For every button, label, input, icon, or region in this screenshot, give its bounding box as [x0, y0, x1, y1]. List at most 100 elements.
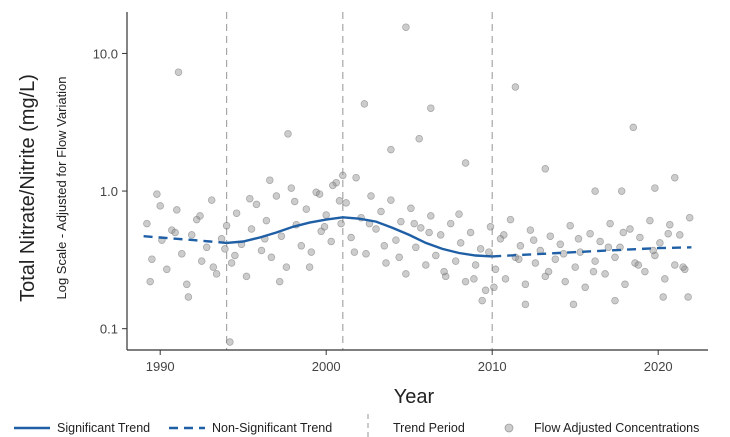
- data-point: [148, 255, 156, 263]
- data-point: [227, 259, 236, 267]
- data-point: [455, 210, 463, 218]
- data-point: [392, 236, 400, 244]
- data-point: [491, 265, 500, 274]
- data-point: [551, 255, 560, 263]
- non-significant-trend-line: [492, 246, 692, 258]
- data-point: [531, 259, 540, 267]
- data-point: [247, 225, 256, 233]
- data-point: [606, 219, 614, 228]
- data-point: [377, 207, 385, 216]
- data-point: [427, 212, 435, 220]
- data-point: [427, 104, 435, 112]
- y-axis-subtitle: Log Scale - Adjusted for Flow Variation: [54, 76, 69, 299]
- x-tick-label: 2000: [312, 359, 341, 374]
- data-point: [651, 184, 659, 192]
- data-point: [684, 293, 692, 301]
- x-axis-title: Year: [394, 386, 435, 408]
- data-point: [556, 240, 565, 249]
- y-tick-label: 10.0: [93, 46, 118, 61]
- data-point: [506, 215, 515, 224]
- data-point: [659, 293, 667, 301]
- x-tick-label: 2010: [478, 359, 507, 374]
- data-point: [146, 277, 154, 286]
- data-point: [649, 246, 657, 255]
- data-point: [272, 192, 281, 200]
- data-point: [422, 261, 430, 269]
- data-point: [246, 194, 254, 203]
- data-point: [646, 216, 654, 225]
- data-point: [581, 283, 589, 292]
- data-point: [544, 267, 553, 276]
- data-point: [671, 173, 679, 182]
- non-significant-trend-line: [143, 235, 227, 245]
- data-point: [481, 286, 490, 295]
- data-point: [337, 219, 345, 228]
- data-point: [617, 187, 626, 195]
- data-point: [541, 165, 550, 173]
- data-point: [664, 229, 672, 238]
- data-point: [262, 216, 271, 225]
- data-point: [335, 197, 344, 205]
- data-point: [382, 259, 390, 267]
- data-point: [329, 181, 337, 190]
- data-point: [641, 267, 649, 276]
- data-point: [174, 68, 183, 76]
- data-point: [604, 243, 613, 252]
- data-point: [436, 231, 445, 239]
- data-point: [266, 176, 274, 184]
- data-point: [171, 228, 179, 237]
- data-point: [387, 196, 395, 204]
- data-point: [676, 231, 684, 239]
- data-point: [320, 223, 329, 231]
- data-point: [360, 100, 369, 108]
- data-point: [470, 275, 478, 283]
- data-point: [352, 173, 360, 182]
- data-point: [290, 197, 299, 206]
- trend-lines: [143, 216, 692, 258]
- x-tick-label: 2020: [644, 359, 673, 374]
- data-point: [574, 235, 583, 243]
- flow-adjusted-points: [143, 23, 694, 346]
- data-point: [571, 263, 579, 271]
- data-point: [516, 242, 525, 250]
- data-point: [221, 245, 229, 253]
- trend-period-lines: [226, 12, 493, 350]
- data-point: [440, 267, 448, 276]
- data-point: [679, 263, 687, 271]
- data-point: [521, 280, 530, 289]
- data-point: [412, 243, 420, 252]
- data-point: [322, 211, 330, 219]
- data-point: [212, 270, 221, 278]
- data-point: [231, 251, 239, 260]
- data-point: [242, 272, 251, 281]
- data-point: [476, 245, 485, 253]
- data-point: [287, 184, 296, 192]
- data-point: [339, 171, 347, 180]
- data-point: [666, 220, 674, 229]
- data-point: [486, 223, 495, 231]
- significant-trend-line: [226, 216, 493, 258]
- data-point: [232, 209, 241, 217]
- data-point: [671, 261, 679, 269]
- data-point: [500, 231, 508, 239]
- data-point: [425, 228, 433, 237]
- data-point: [485, 248, 493, 256]
- data-point: [685, 213, 694, 222]
- data-point: [284, 130, 292, 138]
- data-point: [252, 200, 261, 209]
- data-point: [380, 242, 389, 250]
- data-point: [402, 23, 410, 31]
- data-point: [372, 225, 380, 233]
- legend-significant-label: Significant Trend: [57, 421, 150, 435]
- data-point: [626, 225, 634, 233]
- data-point: [397, 217, 405, 226]
- data-point: [209, 263, 218, 271]
- legend-points-swatch: [504, 423, 514, 433]
- data-point: [282, 263, 291, 271]
- data-point: [307, 248, 316, 256]
- data-point: [432, 251, 440, 260]
- data-point: [619, 228, 628, 237]
- data-point: [275, 277, 284, 286]
- data-point: [596, 237, 604, 246]
